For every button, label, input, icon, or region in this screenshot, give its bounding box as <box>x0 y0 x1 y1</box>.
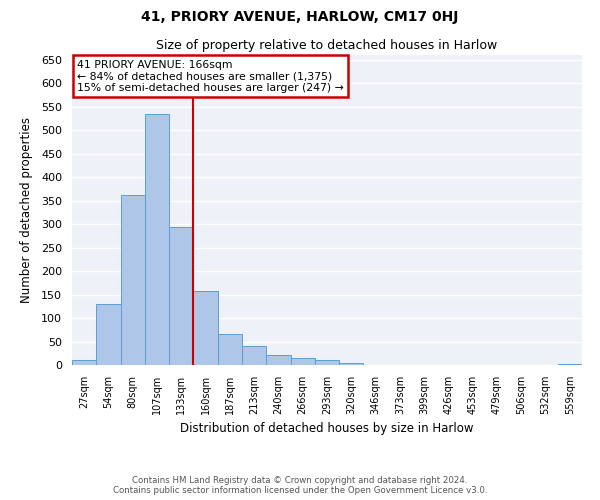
Bar <box>169 228 193 365</box>
X-axis label: Distribution of detached houses by size in Harlow: Distribution of detached houses by size … <box>180 422 474 436</box>
Text: 41 PRIORY AVENUE: 166sqm
← 84% of detached houses are smaller (1,375)
15% of sem: 41 PRIORY AVENUE: 166sqm ← 84% of detach… <box>77 60 344 93</box>
Bar <box>339 362 364 365</box>
Bar <box>121 195 145 365</box>
Bar <box>558 364 582 365</box>
Bar <box>315 360 339 365</box>
Bar <box>96 304 121 365</box>
Bar <box>72 360 96 365</box>
Text: Contains HM Land Registry data © Crown copyright and database right 2024.
Contai: Contains HM Land Registry data © Crown c… <box>113 476 487 495</box>
Bar <box>193 292 218 365</box>
Bar <box>290 358 315 365</box>
Text: 41, PRIORY AVENUE, HARLOW, CM17 0HJ: 41, PRIORY AVENUE, HARLOW, CM17 0HJ <box>142 10 458 24</box>
Bar <box>266 354 290 365</box>
Bar <box>145 114 169 365</box>
Bar <box>242 346 266 365</box>
Y-axis label: Number of detached properties: Number of detached properties <box>20 117 33 303</box>
Bar <box>218 334 242 365</box>
Title: Size of property relative to detached houses in Harlow: Size of property relative to detached ho… <box>157 40 497 52</box>
